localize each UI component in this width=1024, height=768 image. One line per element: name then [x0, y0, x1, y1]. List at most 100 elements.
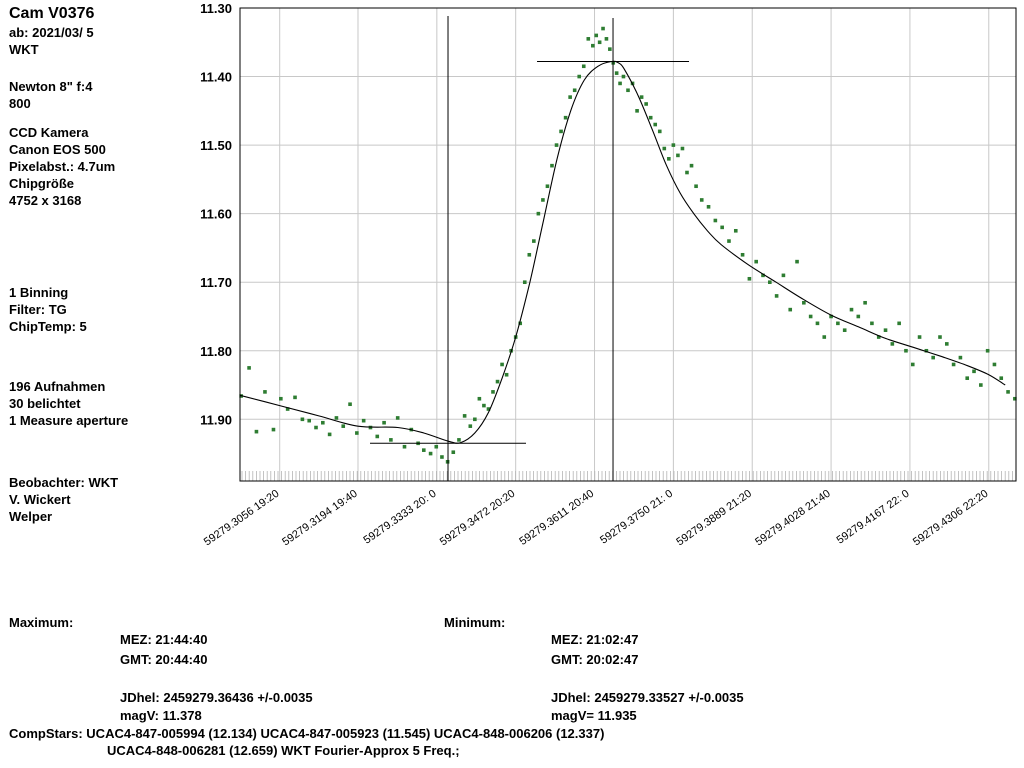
- data-point: [457, 438, 461, 442]
- y-tick-label: 11.80: [200, 344, 232, 359]
- maximum-jdhel: JDhel: 2459279.36436 +/-0.0035: [120, 690, 313, 705]
- data-point: [667, 157, 671, 161]
- data-point: [626, 88, 630, 93]
- data-point: [451, 450, 456, 455]
- data-point: [522, 280, 527, 285]
- data-point: [883, 328, 888, 332]
- telescope-info: Newton 8" f:4 800: [9, 78, 92, 112]
- data-point: [550, 163, 554, 168]
- camera-model: Canon EOS 500: [9, 142, 106, 157]
- data-point: [992, 362, 997, 367]
- observer-code: WKT: [9, 42, 39, 57]
- data-point: [614, 71, 619, 75]
- data-point: [761, 273, 765, 278]
- data-point: [788, 307, 793, 312]
- aperture: 1 Measure aperture: [9, 413, 129, 428]
- data-point: [327, 432, 332, 437]
- chip-temp: ChipTemp: 5: [9, 319, 87, 334]
- data-point: [876, 335, 881, 339]
- data-point: [774, 294, 779, 298]
- data-point: [657, 129, 662, 134]
- minimum-label: Minimum:: [444, 615, 506, 630]
- data-point: [781, 273, 786, 278]
- exposure: 30 belichtet: [9, 396, 81, 411]
- data-point: [594, 33, 599, 38]
- camera-info: CCD Kamera Canon EOS 500 Pixelabst.: 4.7…: [9, 124, 115, 209]
- x-tick-label: 59279.3194 19:40: [280, 488, 360, 549]
- data-point: [685, 170, 689, 175]
- data-point: [500, 362, 504, 367]
- data-point: [355, 431, 359, 435]
- data-point: [428, 451, 433, 456]
- data-point: [689, 163, 694, 168]
- minimum-gmt: GMT: 20:02:47: [551, 652, 639, 667]
- data-point: [720, 225, 724, 230]
- data-point: [263, 390, 267, 394]
- data-point: [518, 321, 523, 326]
- data-point: [375, 434, 380, 439]
- y-tick-label: 11.70: [200, 275, 232, 290]
- observer-name: V. Wickert: [9, 492, 71, 507]
- data-point: [924, 348, 929, 353]
- data-point: [910, 362, 915, 367]
- data-point: [462, 414, 467, 418]
- data-point: [618, 81, 622, 86]
- data-point: [545, 184, 550, 189]
- data-point: [621, 74, 626, 79]
- data-point: [849, 307, 854, 312]
- plot-frame: [239, 7, 1017, 482]
- data-point: [842, 328, 847, 332]
- data-point: [938, 335, 942, 339]
- chip-label: Chipgröße: [9, 176, 74, 191]
- data-point: [334, 416, 339, 420]
- data-point: [639, 95, 644, 99]
- data-point: [713, 218, 718, 223]
- y-tick-label: 11.60: [200, 207, 232, 222]
- observer-label: Beobachter: WKT: [9, 475, 119, 490]
- data-point: [434, 444, 439, 449]
- data-point: [597, 40, 602, 45]
- data-point: [829, 314, 833, 319]
- start-date: ab: 2021/03/ 5: [9, 25, 94, 40]
- data-point: [972, 369, 976, 374]
- observation-info: Cam V0376 ab: 2021/03/ 5 WKT: [9, 4, 94, 58]
- data-point: [870, 321, 874, 326]
- data-point: [958, 355, 963, 360]
- y-tick-label: 11.90: [200, 412, 232, 427]
- data-point: [965, 376, 970, 380]
- data-point: [648, 115, 653, 120]
- x-tick-label: 59279.3750 21: 0: [598, 488, 675, 547]
- camera-type: CCD Kamera: [9, 125, 89, 140]
- data-point: [699, 198, 704, 202]
- data-point: [482, 403, 486, 408]
- data-point: [802, 300, 806, 305]
- data-point: [279, 396, 283, 401]
- data-point: [733, 228, 738, 233]
- data-point: [999, 376, 1004, 380]
- data-point: [604, 37, 609, 41]
- x-tick-label: 59279.4306 22:20: [911, 488, 991, 549]
- frame-count: 196 Aufnahmen: [9, 379, 106, 394]
- focal-length: 800: [9, 96, 31, 111]
- data-point: [247, 366, 251, 370]
- comp-stars-line1: CompStars: UCAC4-847-005994 (12.134) UCA…: [9, 726, 605, 741]
- data-point: [572, 88, 577, 93]
- data-point: [836, 321, 840, 326]
- telescope: Newton 8" f:4: [9, 79, 93, 94]
- fit-curve: [239, 60, 1006, 444]
- maximum-mez: MEZ: 21:44:40: [120, 632, 208, 647]
- data-point: [532, 239, 536, 243]
- data-point: [440, 455, 444, 459]
- minimum-magv: magV= 11.935: [551, 708, 637, 723]
- data-point: [676, 153, 680, 158]
- chip-size: 4752 x 3168: [9, 193, 82, 208]
- data-point: [754, 259, 758, 264]
- data-point: [951, 362, 956, 367]
- y-tick-label: 11.30: [200, 1, 232, 16]
- x-tick-label: 59279.3472 20:20: [438, 488, 518, 549]
- exposure-info: 196 Aufnahmen 30 belichtet 1 Measure ape…: [9, 378, 128, 429]
- data-point: [568, 95, 572, 99]
- data-point: [635, 109, 639, 113]
- x-tick-label: 59279.4167 22: 0: [835, 488, 912, 547]
- data-point: [653, 122, 658, 127]
